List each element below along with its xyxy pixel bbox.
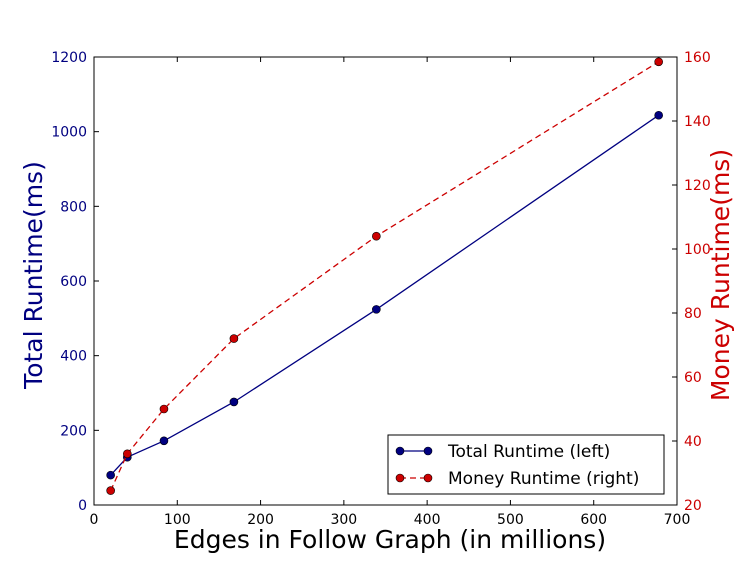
legend: Total Runtime (left) Money Runtime (righ… [387, 434, 665, 495]
left-y-axis-label: Total Runtime(ms) [19, 161, 48, 390]
data-point-total-runtime [229, 397, 239, 407]
legend-marker-total-runtime-end [423, 446, 433, 456]
x-tick-label: 500 [497, 512, 524, 528]
legend-marker-total-runtime-start [395, 446, 405, 456]
legend-entry-total-runtime: Total Runtime (left) [395, 442, 610, 462]
x-tick-label: 0 [90, 512, 99, 528]
x-axis-label: Edges in Follow Graph (in millions) [174, 525, 606, 554]
right-y-axis-label: Money Runtime(ms) [706, 149, 735, 401]
right-y-tick-label: 20 [684, 498, 702, 514]
legend-label-money-runtime: Money Runtime (right) [448, 469, 639, 489]
right-y-tick-label: 40 [684, 434, 702, 450]
series-line-money-runtime [110, 61, 660, 491]
right-y-tick-label: 160 [684, 50, 711, 66]
left-y-axis: 0 200 400 600 800 1000 1200 [51, 50, 99, 514]
x-tick-label: 400 [414, 512, 441, 528]
legend-box [387, 434, 665, 495]
legend-entry-money-runtime: Money Runtime (right) [395, 469, 639, 489]
legend-marker-money-runtime-end [423, 473, 433, 483]
data-point-total-runtime [372, 305, 381, 314]
data-point-money-runtime [106, 486, 115, 495]
x-tick-label: 200 [247, 512, 274, 528]
right-y-tick-label: 80 [684, 306, 702, 322]
right-y-tick-label: 140 [684, 114, 711, 130]
data-point-money-runtime [229, 334, 239, 343]
left-y-tick-label: 400 [60, 349, 87, 365]
left-y-tick-label: 600 [60, 274, 87, 290]
left-y-tick-label: 800 [60, 199, 87, 215]
legend-marker-money-runtime-start [395, 473, 405, 483]
x-tick-label: 700 [664, 512, 691, 528]
x-tick-label: 300 [330, 512, 357, 528]
data-point-money-runtime [123, 449, 132, 459]
x-tick-label: 600 [580, 512, 607, 528]
data-point-money-runtime [372, 231, 381, 241]
plot-area [93, 56, 678, 506]
data-point-money-runtime [159, 404, 169, 414]
plot-frame [93, 56, 678, 506]
legend-label-total-runtime: Total Runtime (left) [447, 442, 610, 462]
data-point-total-runtime [654, 110, 663, 120]
left-y-tick-label: 1200 [51, 50, 87, 66]
right-y-axis: 20 40 60 80 100 120 140 160 [672, 50, 711, 514]
right-y-tick-label: 120 [684, 178, 711, 194]
right-y-tick-label: 100 [684, 242, 711, 258]
data-point-total-runtime [106, 470, 115, 480]
x-tick-label: 100 [164, 512, 191, 528]
left-y-tick-label: 200 [60, 423, 87, 439]
series-layer [106, 57, 663, 495]
left-y-tick-label: 1000 [51, 125, 87, 141]
data-point-total-runtime [159, 436, 169, 446]
left-y-tick-label: 0 [78, 498, 87, 514]
x-axis: 0 100 200 300 400 500 600 700 [90, 57, 691, 528]
right-y-tick-label: 60 [684, 370, 702, 386]
data-point-money-runtime [654, 57, 663, 67]
